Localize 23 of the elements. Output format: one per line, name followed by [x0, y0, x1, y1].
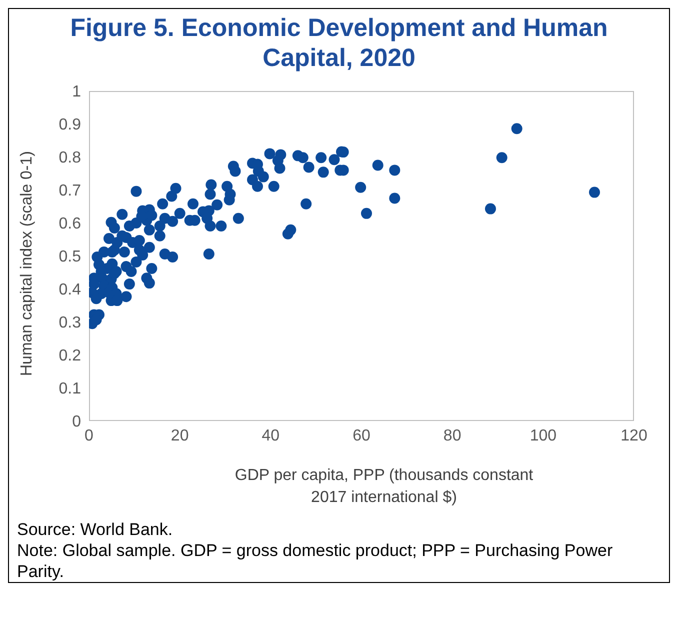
- x-tick-label: 0: [84, 427, 94, 444]
- x-tick-label: 60: [352, 427, 370, 444]
- y-tick-label: 0.3: [58, 314, 82, 332]
- source-note: Source: World Bank.: [16, 519, 174, 540]
- x-tick-label: 40: [262, 427, 280, 444]
- x-tick-label: 80: [443, 427, 462, 444]
- y-axis-title: Human capital index (scale 0-1): [18, 151, 36, 376]
- x-tick-label: 100: [530, 427, 557, 444]
- text: Note: Global sample. GDP = gross domestic product; PPP = Purchasing Power Parity.: [16, 540, 614, 582]
- y-tick-label: 0.6: [58, 216, 82, 233]
- x-tick-label: 20: [170, 427, 189, 444]
- y-tick-label: 0.7: [58, 182, 82, 200]
- y-tick-label: 0.4: [58, 282, 82, 299]
- y-tick-label: 0.9: [58, 116, 82, 134]
- y-tick-label: 0.1: [58, 380, 82, 398]
- y-tick-label: 0.8: [58, 150, 82, 167]
- chart-title: Figure 5. Economic Development and Human Capital, 2020: [69, 13, 609, 74]
- y-tick-label: 1: [72, 84, 82, 101]
- x-tick-label: 120: [620, 427, 648, 444]
- y-tick-label: 0.2: [58, 348, 82, 365]
- y-tick-label: 0: [72, 414, 82, 431]
- y-tick-label: 0.5: [58, 248, 82, 266]
- x-axis-title: GDP per capita, PPP (thousands constant 2017 international $): [234, 466, 534, 508]
